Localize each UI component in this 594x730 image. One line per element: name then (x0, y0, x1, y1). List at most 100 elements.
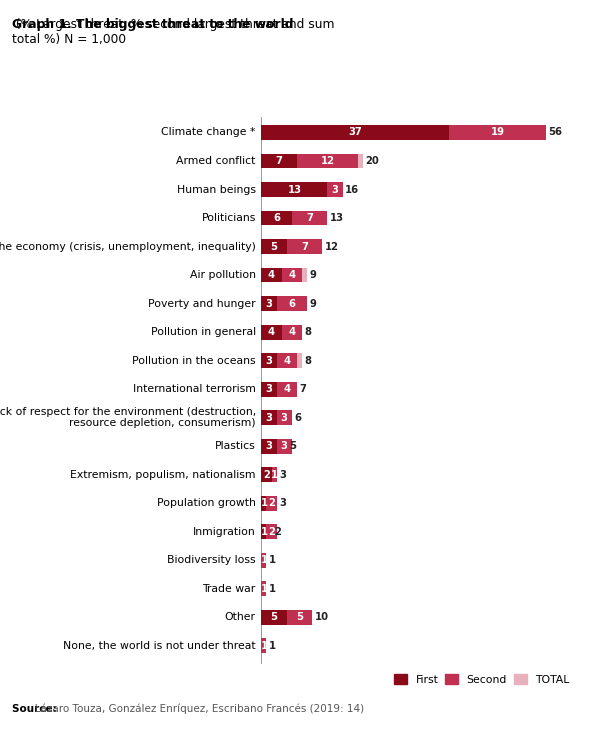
Bar (261, 581, 267, 596)
Text: 1: 1 (260, 498, 267, 508)
Bar (261, 296, 277, 311)
Bar (261, 467, 271, 482)
Text: 1: 1 (270, 469, 277, 480)
Text: 5: 5 (270, 242, 277, 252)
Bar (261, 125, 449, 140)
Text: 12: 12 (320, 156, 334, 166)
Text: 8: 8 (305, 327, 311, 337)
Bar (282, 325, 302, 339)
Bar (261, 581, 267, 596)
Bar (261, 439, 287, 453)
Bar (261, 353, 277, 368)
Bar (261, 496, 277, 510)
Bar (261, 638, 267, 653)
Bar (261, 239, 323, 254)
Bar (261, 182, 343, 197)
Text: 8: 8 (305, 356, 311, 366)
Text: 5: 5 (289, 441, 296, 451)
Text: 3: 3 (279, 498, 286, 508)
Bar (261, 211, 327, 226)
Text: Lázaro Touza, González Enríquez, Escribano Francés (2019: 14): Lázaro Touza, González Enríquez, Escriba… (12, 704, 364, 714)
Bar (261, 325, 282, 339)
Bar (327, 182, 343, 197)
Bar (277, 382, 297, 396)
Bar (277, 439, 292, 453)
Bar (261, 638, 267, 653)
Text: 4: 4 (283, 384, 290, 394)
Text: 20: 20 (365, 156, 379, 166)
Text: 5: 5 (270, 612, 277, 622)
Text: 2: 2 (268, 527, 275, 537)
Text: (% Largest threat, % second largest threat and sum
total %) N = 1,000: (% Largest threat, % second largest thre… (12, 18, 334, 46)
Text: 3: 3 (266, 299, 273, 309)
Text: 4: 4 (288, 270, 295, 280)
Bar (261, 610, 287, 625)
Text: 5: 5 (296, 612, 303, 622)
Bar (261, 153, 363, 169)
Text: 4: 4 (268, 270, 275, 280)
Bar (287, 239, 323, 254)
Text: 6: 6 (273, 213, 280, 223)
Text: 3: 3 (281, 441, 287, 451)
Text: 9: 9 (309, 270, 317, 280)
Text: 3: 3 (279, 469, 286, 480)
Text: 6: 6 (288, 299, 295, 309)
Bar (261, 182, 327, 197)
Bar (261, 439, 277, 453)
Text: 2: 2 (274, 527, 281, 537)
Bar (261, 524, 267, 539)
Text: 37: 37 (349, 128, 362, 137)
Text: 13: 13 (330, 213, 344, 223)
Bar (261, 125, 546, 140)
Bar (261, 610, 312, 625)
Text: 1: 1 (260, 641, 267, 650)
Bar (287, 610, 312, 625)
Text: 1: 1 (260, 584, 267, 593)
Text: 7: 7 (276, 156, 283, 166)
Text: 6: 6 (295, 412, 301, 423)
Text: 7: 7 (306, 213, 313, 223)
Bar (261, 553, 267, 568)
Bar (261, 410, 277, 425)
Bar (261, 325, 302, 339)
Bar (261, 268, 282, 283)
Text: 1: 1 (269, 641, 276, 650)
Text: 9: 9 (309, 299, 317, 309)
Bar (261, 268, 307, 283)
Bar (277, 410, 292, 425)
Bar (261, 153, 297, 169)
Bar (261, 211, 292, 226)
Text: 1: 1 (269, 584, 276, 593)
Text: 2: 2 (263, 469, 270, 480)
Text: 7: 7 (301, 242, 308, 252)
Bar (449, 125, 546, 140)
Text: 3: 3 (281, 412, 287, 423)
Text: 3: 3 (266, 412, 273, 423)
Text: 4: 4 (288, 327, 295, 337)
Bar (267, 496, 277, 510)
Text: 19: 19 (491, 128, 504, 137)
Bar (261, 410, 292, 425)
Text: 3: 3 (266, 384, 273, 394)
Bar (297, 153, 358, 169)
Bar (261, 382, 297, 396)
Bar (282, 268, 302, 283)
Bar (261, 524, 271, 539)
Text: 3: 3 (266, 356, 273, 366)
Text: 12: 12 (325, 242, 339, 252)
Text: 13: 13 (287, 185, 301, 194)
Bar (261, 382, 277, 396)
Text: 1: 1 (260, 527, 267, 537)
Text: 1: 1 (260, 556, 267, 565)
Bar (261, 496, 267, 510)
Bar (261, 467, 277, 482)
Text: 10: 10 (315, 612, 328, 622)
Text: 56: 56 (548, 128, 563, 137)
Text: 16: 16 (345, 185, 359, 194)
Bar (292, 211, 327, 226)
Text: 4: 4 (283, 356, 290, 366)
Legend: First, Second, TOTAL: First, Second, TOTAL (390, 669, 574, 689)
Bar (261, 239, 287, 254)
Text: 1: 1 (269, 556, 276, 565)
Bar (277, 296, 307, 311)
